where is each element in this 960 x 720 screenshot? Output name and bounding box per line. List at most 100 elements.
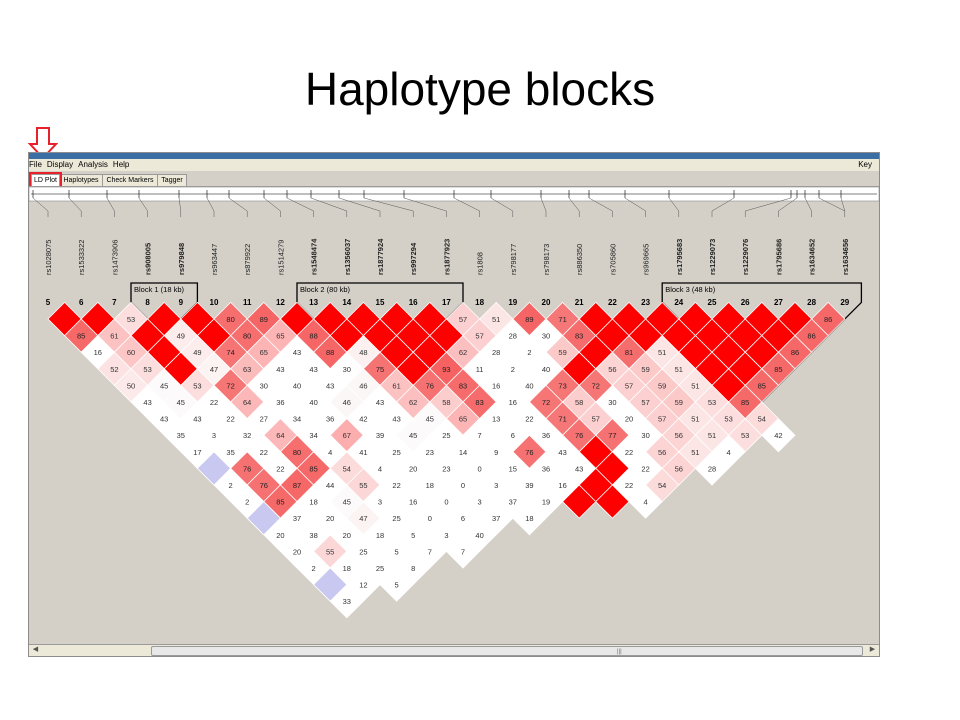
ld-value: 20 (343, 531, 351, 540)
ld-value: 22 (641, 464, 649, 473)
ld-value: 88 (309, 332, 317, 341)
ld-cell[interactable] (595, 484, 630, 519)
ld-value: 81 (625, 348, 633, 357)
marker-name: rs1795686 (774, 239, 783, 275)
marker-connector (490, 197, 513, 212)
ld-value: 49 (193, 348, 201, 357)
ld-value: 56 (608, 365, 616, 374)
tab-check-markers[interactable]: Check Markers (102, 174, 158, 186)
marker-number: 26 (741, 298, 750, 307)
marker-name: rs908005 (144, 243, 153, 275)
horizontal-scrollbar[interactable]: ◀ ||| ▶ (29, 644, 879, 656)
marker-number: 23 (641, 298, 650, 307)
ld-value: 22 (392, 481, 400, 490)
ld-value: 56 (675, 431, 683, 440)
ld-value: 35 (226, 448, 234, 457)
ld-cell[interactable] (694, 451, 730, 486)
ld-value: 43 (392, 415, 400, 424)
ld-value: 11 (476, 365, 484, 374)
marker-connector (745, 197, 792, 212)
scroll-left-icon[interactable]: ◀ (32, 646, 39, 653)
scroll-right-icon[interactable]: ▶ (869, 646, 876, 653)
ld-value: 40 (309, 398, 317, 407)
ld-value: 22 (260, 448, 268, 457)
marker-number: 25 (708, 298, 717, 307)
marker-connector (540, 197, 547, 212)
ld-value: 80 (243, 332, 251, 341)
ld-cell[interactable] (562, 484, 597, 519)
ld-value: 75 (376, 365, 384, 374)
marker-connector (711, 197, 735, 212)
ld-value: 37 (509, 498, 517, 507)
ld-value: 62 (459, 348, 467, 357)
ld-value: 3 (444, 531, 448, 540)
ld-value: 51 (691, 448, 699, 457)
ld-value: 16 (492, 381, 500, 390)
scrollbar-thumb[interactable]: ||| (151, 646, 863, 656)
ld-value: 45 (177, 398, 185, 407)
menu-analysis[interactable]: Analysis (78, 160, 108, 169)
marker-name: rs1229076 (741, 239, 750, 275)
ld-value: 72 (542, 398, 550, 407)
ld-value: 20 (625, 415, 633, 424)
menu-help[interactable]: Help (112, 160, 130, 169)
marker-connector (363, 197, 414, 212)
marker-name: rs1473906 (110, 240, 119, 275)
tab-tagger[interactable]: Tagger (157, 174, 187, 186)
block-label: Block 1 (18 kb) (134, 285, 185, 294)
marker-number: 16 (409, 298, 418, 307)
ld-value: 3 (478, 498, 482, 507)
marker-connector (178, 197, 182, 212)
menu-display[interactable]: Display (46, 160, 74, 169)
ld-value: 43 (276, 365, 284, 374)
ld-value: 39 (525, 481, 533, 490)
ld-value: 7 (461, 547, 465, 556)
ld-value: 73 (558, 381, 566, 390)
block-label: Block 3 (48 kb) (665, 285, 716, 294)
ld-cell[interactable] (628, 484, 663, 519)
ld-value: 64 (243, 398, 251, 407)
marker-connector (138, 197, 148, 212)
ld-value: 51 (658, 348, 666, 357)
ld-value: 34 (309, 431, 317, 440)
ld-value: 43 (160, 415, 168, 424)
menu-file[interactable]: File (29, 160, 42, 169)
ld-value: 86 (824, 315, 832, 324)
ld-value: 54 (758, 415, 766, 424)
ld-value: 40 (475, 531, 483, 540)
marker-name: rs963447 (210, 244, 219, 275)
marker-connector (338, 197, 381, 212)
ld-value: 76 (525, 448, 533, 457)
menu-key[interactable]: Key (858, 160, 872, 169)
ld-value: 53 (741, 431, 749, 440)
marker-connector (840, 197, 846, 212)
marker-connector (668, 197, 679, 212)
ld-cell[interactable] (379, 567, 414, 602)
ld-cell[interactable] (445, 534, 481, 569)
slide-title: Haplotype blocks (304, 63, 656, 115)
ld-cell-low-lod[interactable] (313, 567, 348, 602)
ld-cell[interactable] (512, 501, 547, 536)
menu-bar: File Display Analysis Help Key (29, 159, 879, 171)
ld-value: 45 (160, 381, 168, 390)
ld-value: 76 (575, 431, 583, 440)
ld-value: 86 (791, 348, 799, 357)
marker-number: 12 (276, 298, 285, 307)
ld-value: 0 (461, 481, 465, 490)
ld-value: 53 (708, 398, 716, 407)
ld-value: 7 (428, 547, 432, 556)
ld-value: 89 (525, 315, 533, 324)
ld-value: 44 (326, 481, 334, 490)
ld-cell[interactable] (761, 418, 796, 453)
marker-number: 5 (46, 298, 51, 307)
tab-haplotypes[interactable]: Haplotypes (59, 174, 103, 186)
ld-cell-low-lod[interactable] (246, 501, 281, 536)
marker-connector (588, 197, 613, 212)
ld-value: 56 (675, 464, 683, 473)
ld-value: 41 (359, 448, 367, 457)
ld-value: 32 (243, 431, 251, 440)
ld-cell-low-lod[interactable] (196, 451, 232, 486)
ld-value: 30 (260, 381, 268, 390)
ld-value: 46 (359, 381, 367, 390)
ld-value: 18 (376, 531, 384, 540)
